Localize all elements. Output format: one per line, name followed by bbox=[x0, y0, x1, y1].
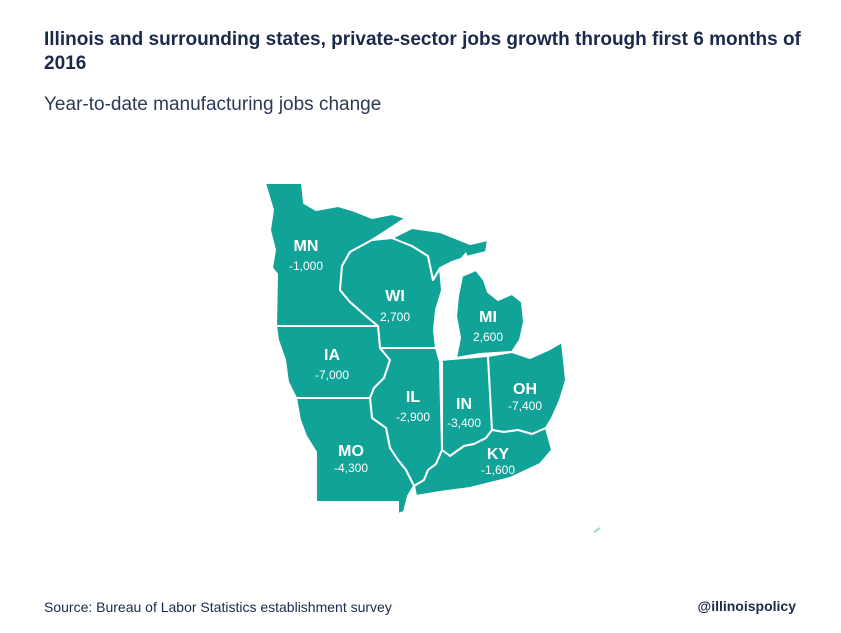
label-wi-value: 2,700 bbox=[380, 310, 410, 324]
label-il-abbr: IL bbox=[406, 389, 420, 406]
lake-michigan bbox=[438, 252, 472, 354]
state-ky[interactable] bbox=[413, 427, 553, 497]
state-mo[interactable] bbox=[295, 397, 415, 515]
label-wi-abbr: WI bbox=[385, 288, 405, 305]
label-oh-abbr: OH bbox=[513, 381, 537, 398]
page-subtitle: Year-to-date manufacturing jobs change bbox=[44, 94, 382, 115]
label-in-value: -3,400 bbox=[447, 416, 481, 430]
page-title: Illinois and surrounding states, private… bbox=[44, 29, 801, 74]
label-oh-value: -7,400 bbox=[508, 399, 542, 413]
label-ky-value: -1,600 bbox=[481, 463, 515, 477]
label-mo-value: -4,300 bbox=[334, 461, 368, 475]
label-mn-abbr: MN bbox=[294, 238, 319, 255]
label-mi-value: 2,600 bbox=[473, 330, 503, 344]
label-ia-value: -7,000 bbox=[315, 368, 349, 382]
label-ia-abbr: IA bbox=[324, 347, 340, 364]
source-note: Source: Bureau of Labor Statistics estab… bbox=[44, 599, 392, 615]
label-il-value: -2,900 bbox=[396, 410, 430, 424]
label-mo-abbr: MO bbox=[338, 443, 364, 460]
social-handle: @illinoispolicy bbox=[697, 598, 796, 614]
label-mn-value: -1,000 bbox=[289, 259, 323, 273]
label-mi-abbr: MI bbox=[479, 309, 497, 326]
state-mi-upper[interactable] bbox=[391, 227, 489, 281]
label-ky-abbr: KY bbox=[487, 446, 510, 463]
stray-mark bbox=[593, 527, 601, 533]
label-in-abbr: IN bbox=[456, 396, 472, 413]
